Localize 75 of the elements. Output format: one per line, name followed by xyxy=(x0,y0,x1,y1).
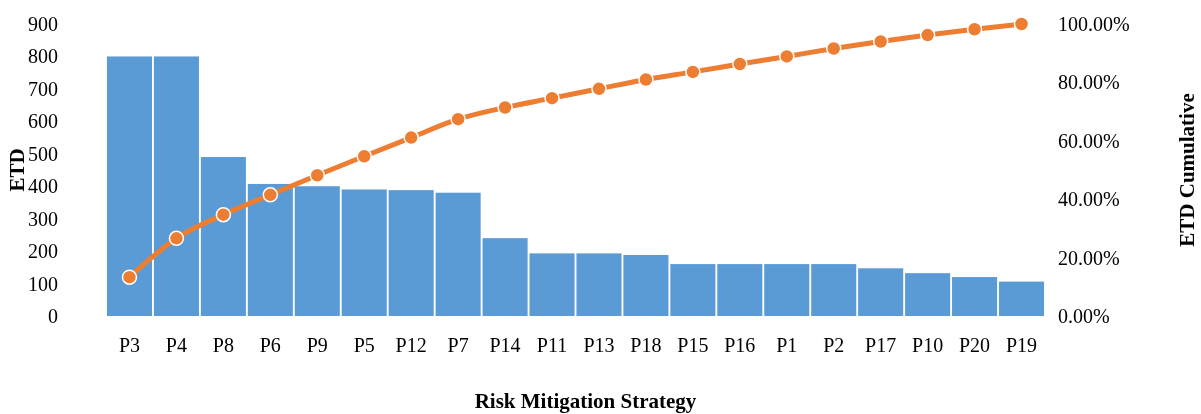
point xyxy=(215,206,232,223)
point xyxy=(497,99,513,116)
x-tick-label: P13 xyxy=(583,334,615,356)
x-tick-label: P15 xyxy=(677,334,709,356)
point xyxy=(262,187,279,203)
x-tick-label: P11 xyxy=(536,334,568,356)
bar xyxy=(811,264,857,316)
bar xyxy=(670,264,716,316)
x-tick-label: P12 xyxy=(395,334,427,356)
y-tick-label: 300 xyxy=(28,207,58,230)
y2-tick-label: 0.00% xyxy=(1058,305,1110,327)
point xyxy=(1013,16,1030,32)
x-tick-label: P5 xyxy=(353,334,375,356)
x-tick-label: P3 xyxy=(118,334,141,356)
y-tick-label: 400 xyxy=(28,175,58,198)
bar xyxy=(200,157,246,316)
point xyxy=(779,48,795,65)
bar xyxy=(858,268,904,316)
x-axis-title: Risk Mitigation Strategy xyxy=(474,389,697,413)
x-tick-label: P20 xyxy=(959,334,991,356)
y-tick-label: 600 xyxy=(28,110,58,133)
point xyxy=(591,81,607,97)
point xyxy=(450,111,466,127)
point xyxy=(309,167,326,184)
bar xyxy=(952,277,998,316)
y2-tick-label: 60.00% xyxy=(1058,129,1120,152)
y2-tick-label: 100.00% xyxy=(1058,13,1130,35)
y-tick-label: 800 xyxy=(28,45,58,68)
point xyxy=(168,230,185,247)
point xyxy=(732,56,748,72)
point xyxy=(121,269,138,285)
y-tick-label: 100 xyxy=(28,272,58,295)
y-tick-label: 700 xyxy=(28,77,58,100)
bar xyxy=(998,281,1045,316)
y-tick-label: 200 xyxy=(28,240,58,263)
x-tick-label: P19 xyxy=(1005,334,1038,356)
x-tick-label: P8 xyxy=(212,334,234,356)
bar xyxy=(247,183,293,316)
bar xyxy=(294,186,340,316)
point xyxy=(872,33,889,50)
bar xyxy=(106,56,153,316)
y-tick-label: 500 xyxy=(28,142,58,165)
point xyxy=(638,71,654,88)
bar xyxy=(388,190,434,316)
y2-axis-title: ETD Cumulative xyxy=(1175,93,1199,247)
x-tick-label: P10 xyxy=(912,334,944,356)
y2-tick-label: 80.00% xyxy=(1058,71,1120,94)
bar xyxy=(764,264,810,316)
point xyxy=(403,129,419,146)
x-tick-label: P6 xyxy=(259,334,281,356)
bar xyxy=(717,264,763,316)
bar xyxy=(153,56,199,316)
x-tick-label: P17 xyxy=(865,334,897,356)
point xyxy=(825,40,842,57)
x-tick-label: P14 xyxy=(489,334,521,356)
point xyxy=(966,21,983,38)
x-tick-label: P2 xyxy=(823,334,845,356)
y-axis-title: ETD xyxy=(5,148,29,192)
y2-tick-label: 40.00% xyxy=(1058,188,1120,211)
y-tick-label: 900 xyxy=(28,13,58,35)
y-tick-label: 0 xyxy=(48,305,58,327)
x-tick-label: P4 xyxy=(165,334,187,356)
bar xyxy=(341,189,387,316)
y2-tick-label: 20.00% xyxy=(1058,246,1120,269)
x-tick-label: P9 xyxy=(306,334,328,356)
x-tick-label: P1 xyxy=(776,334,798,356)
point xyxy=(544,90,560,106)
x-tick-label: P18 xyxy=(630,334,662,356)
point xyxy=(685,64,701,80)
x-tick-label: P7 xyxy=(447,334,469,356)
bar xyxy=(435,192,481,316)
bar xyxy=(905,273,951,316)
x-tick-label: P16 xyxy=(724,334,756,356)
point xyxy=(356,148,372,165)
point xyxy=(919,27,936,43)
